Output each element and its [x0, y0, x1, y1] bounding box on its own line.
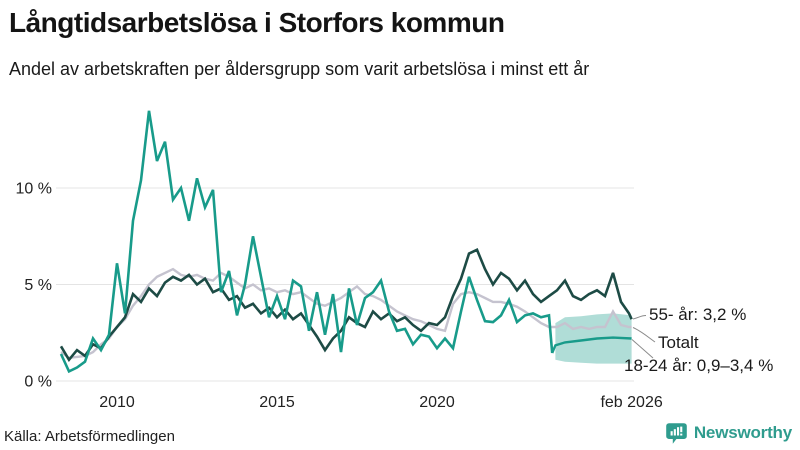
x-axis-tick-label: 2015: [259, 394, 295, 411]
bar-icon-small: [670, 430, 673, 435]
speech-bubble-shape: [666, 422, 687, 444]
newsworthy-wordmark: Newsworthy: [693, 423, 792, 442]
series-end-label: 18-24 år: 0,9–3,4 %: [624, 356, 773, 375]
series-end-label: 55- år: 3,2 %: [649, 305, 746, 324]
x-axis-tick-label: 2020: [419, 394, 455, 411]
newsworthy-logo: Newsworthy: [665, 420, 792, 446]
y-axis-tick-label: 0 %: [24, 374, 52, 391]
chart-subtitle: Andel av arbetskraften per åldersgrupp s…: [9, 59, 590, 79]
leader-line-3: [631, 339, 654, 359]
source-note: Källa: Arbetsförmedlingen: [4, 428, 175, 445]
y-axis-tick-label: 10 %: [16, 181, 52, 198]
exclamation-bar-icon: [680, 426, 683, 432]
page-title: Långtidsarbetslösa i Storfors kommun: [9, 7, 505, 38]
series-line-18-24: [59, 110, 554, 374]
series-line-18-24-estimate: [551, 336, 632, 354]
bar-icon-tall: [676, 426, 679, 435]
leader-line-2: [632, 327, 656, 343]
bar-icon-medium: [673, 428, 676, 435]
x-axis-tick-label: 2010: [99, 394, 135, 411]
series-line-55-plus: [59, 248, 633, 363]
leader-line-1: [632, 315, 647, 320]
x-axis-tick-label: feb 2026: [600, 394, 662, 411]
series-end-label: Totalt: [658, 333, 699, 352]
exclamation-dot-icon: [680, 433, 683, 435]
y-axis-tick-label: 5 %: [24, 277, 52, 294]
newsworthy-bubble-chart-icon: [666, 422, 687, 444]
